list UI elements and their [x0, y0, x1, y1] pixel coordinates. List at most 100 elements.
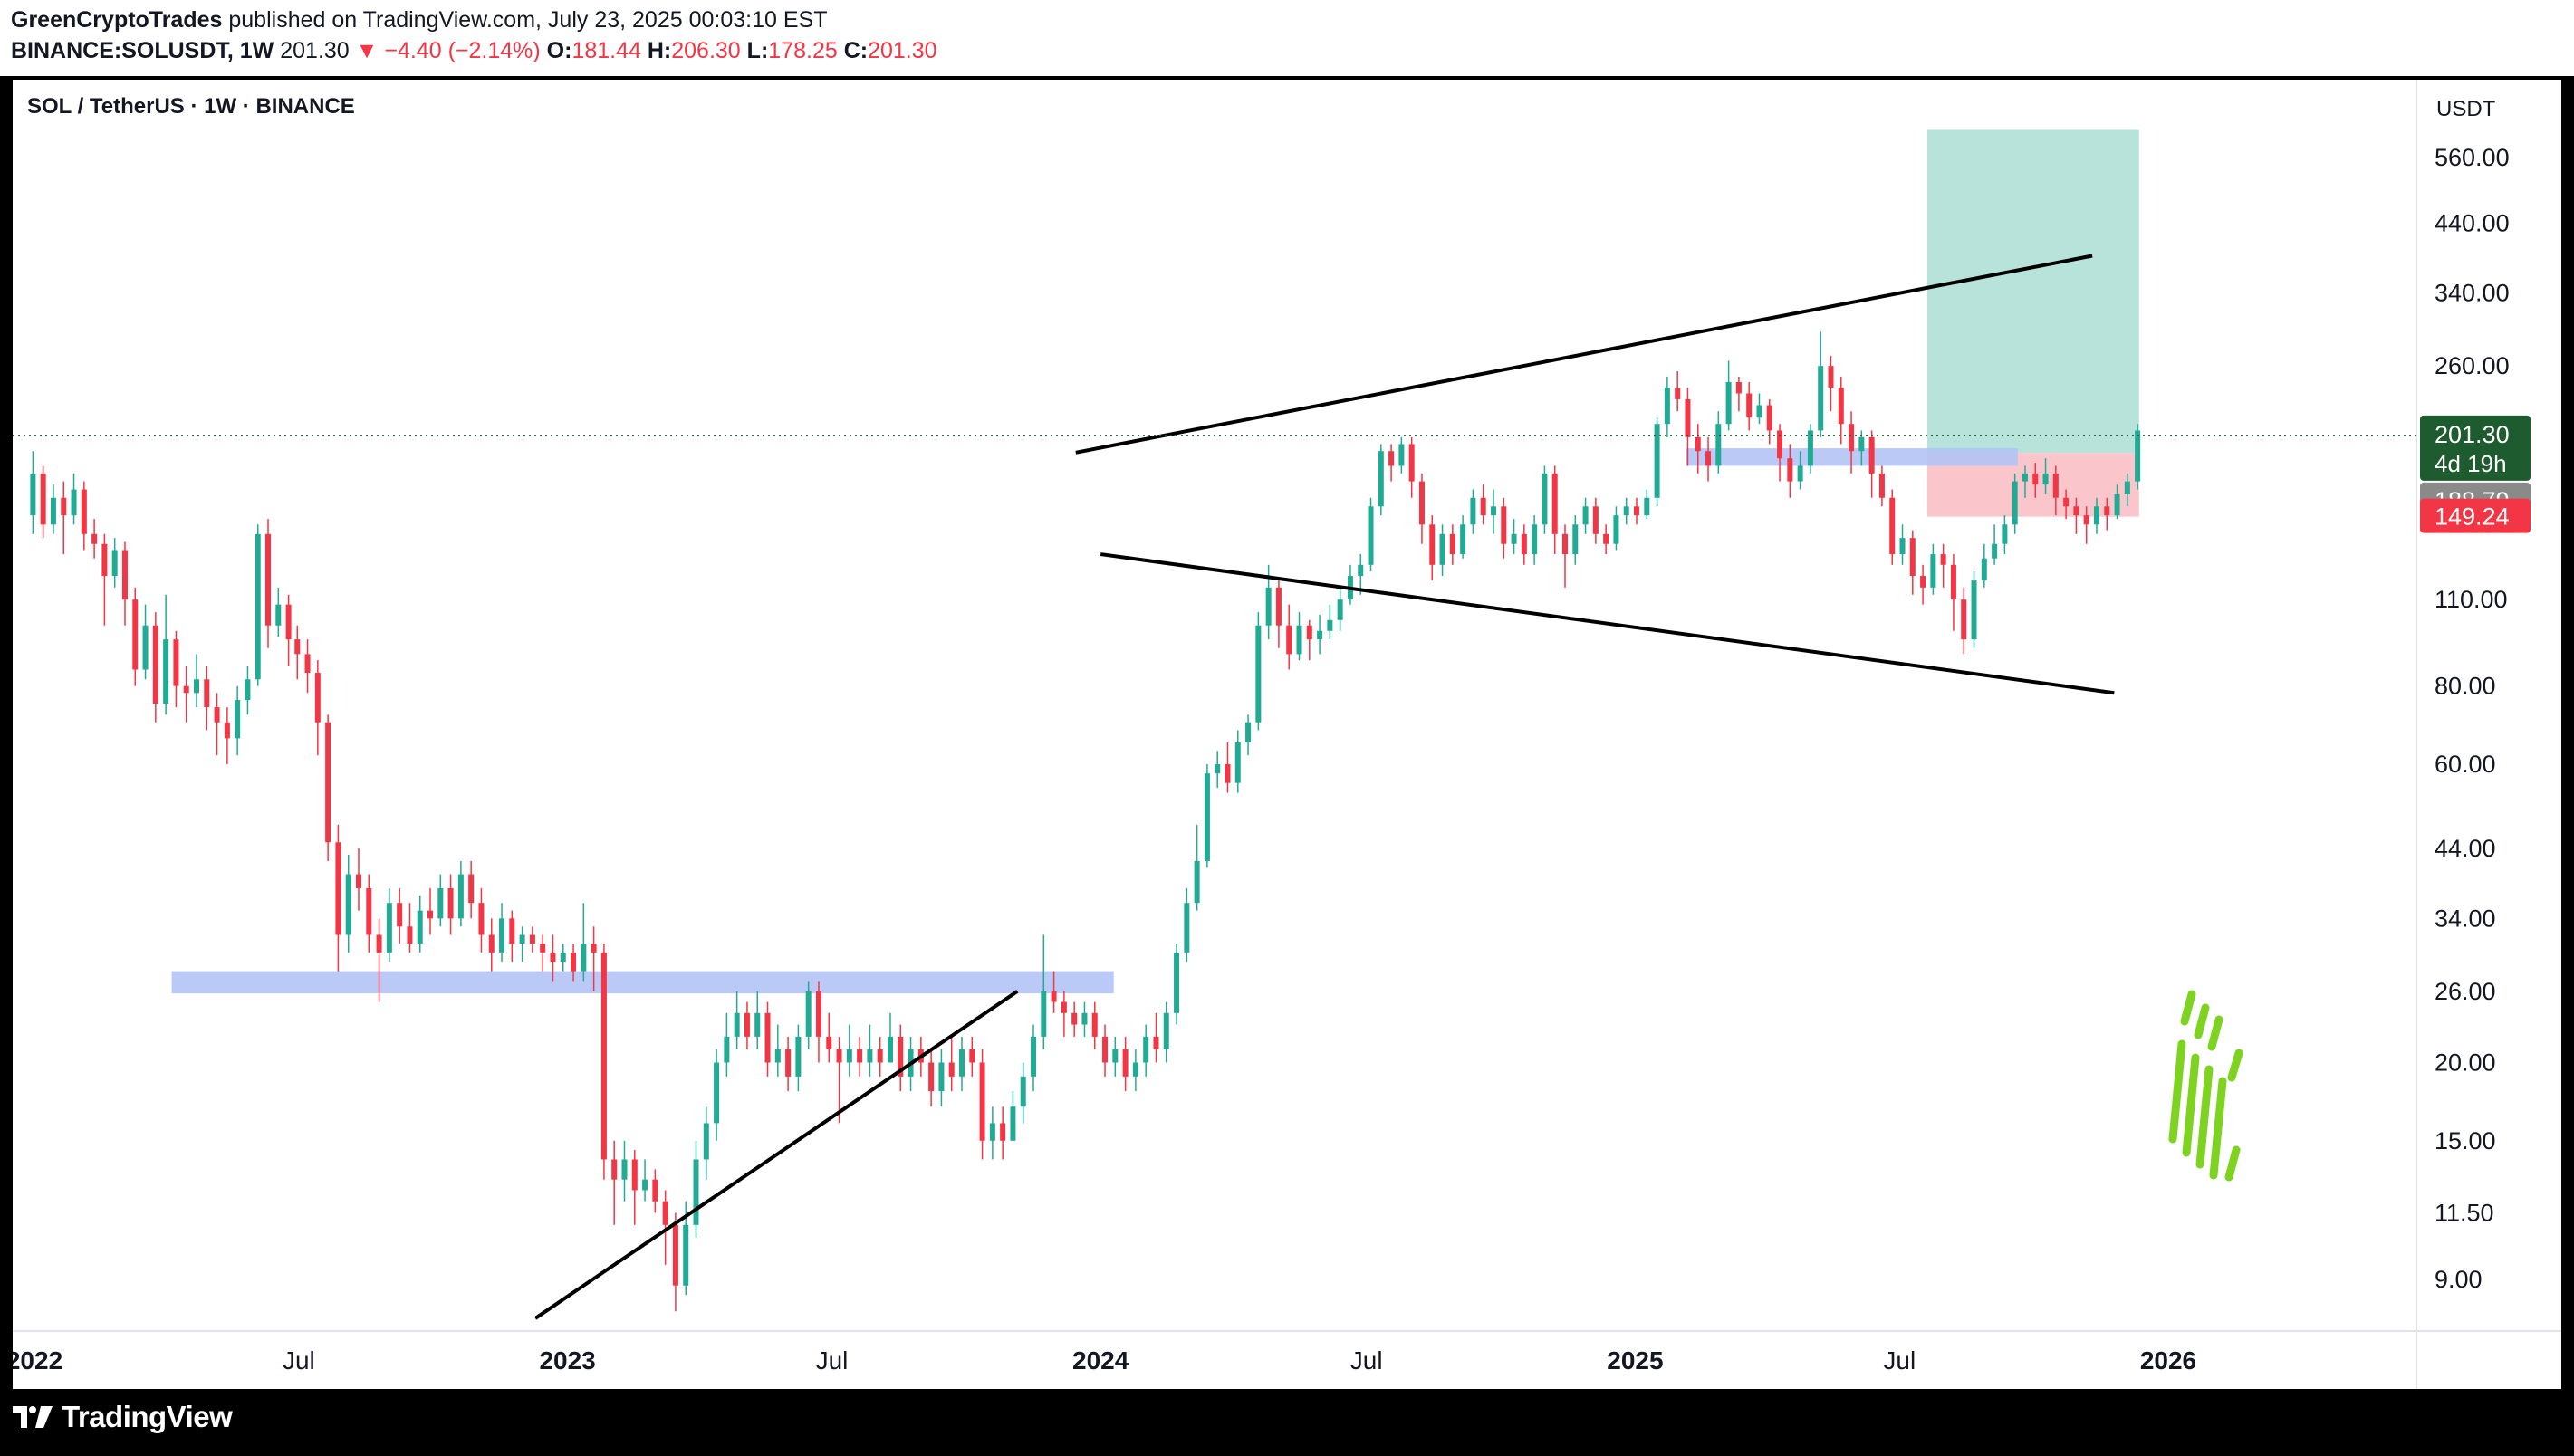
y-tick-label: 15.00 [2435, 1127, 2496, 1154]
candle-body [1194, 860, 1200, 904]
publish-info: GreenCryptoTrades published on TradingVi… [11, 7, 827, 34]
candle-body [1368, 506, 1374, 565]
candle-body [1511, 533, 1517, 544]
candle [2012, 473, 2018, 534]
signature-stroke [2168, 1039, 2186, 1144]
candle [1654, 417, 1660, 507]
candle-body [335, 842, 341, 935]
candle [2002, 515, 2008, 555]
candle [376, 918, 382, 1002]
candle [1664, 376, 1670, 437]
candle-body [1081, 1012, 1088, 1025]
candle [1337, 587, 1343, 631]
candle-body [173, 639, 179, 686]
candle-body [1889, 497, 1896, 555]
candle-body [1582, 506, 1589, 525]
candle-body [1551, 473, 1558, 534]
candle [40, 465, 46, 539]
candle-body [550, 952, 556, 963]
candle [2042, 458, 2049, 495]
candle [1787, 444, 1793, 498]
candle-body [427, 910, 434, 919]
candle [1102, 1024, 1109, 1077]
candle [214, 693, 220, 756]
candle-body [1143, 1036, 1149, 1063]
candle [550, 934, 556, 982]
candle-body [1532, 524, 1538, 555]
candle-body [111, 550, 118, 577]
candle-body [61, 497, 67, 516]
candle [30, 451, 36, 534]
candle-body [214, 707, 220, 723]
candle-body [1031, 1036, 1037, 1077]
candle-body [571, 952, 577, 972]
tradingview-logo[interactable]: TradingView [13, 1400, 233, 1434]
candle [958, 1036, 965, 1092]
candle-body [1020, 1076, 1026, 1107]
x-tick-label: Jul [1350, 1346, 1383, 1375]
candle-body [294, 639, 301, 655]
candle [335, 824, 341, 972]
candle-body [1756, 405, 1762, 418]
candle-body [1408, 444, 1415, 482]
x-tick-label: 2026 [2140, 1346, 2196, 1375]
candle-body [1132, 1062, 1138, 1077]
candle [2022, 465, 2028, 498]
candle-body [591, 944, 597, 953]
chart-legend-title: SOL / TetherUS · 1W · BINANCE [27, 94, 355, 119]
candle [1439, 524, 1445, 577]
trend-line [533, 990, 1019, 1320]
candle [468, 860, 475, 919]
candle-body [714, 1062, 720, 1124]
candle-body [560, 952, 566, 963]
candle-body [50, 497, 56, 525]
candle-body [1296, 625, 1302, 655]
candle [1725, 360, 1732, 431]
candle [1418, 473, 1425, 544]
candle [1561, 524, 1568, 588]
candle [2083, 506, 2089, 544]
y-tick-label: 9.00 [2435, 1266, 2483, 1293]
candle [836, 1036, 842, 1124]
candle-body [1378, 451, 1384, 507]
candle [1623, 497, 1629, 525]
candle-body [417, 910, 423, 944]
candle [1327, 604, 1333, 640]
candle [571, 944, 577, 982]
candle [631, 1149, 638, 1225]
candle [1286, 604, 1292, 670]
candle [1020, 1062, 1026, 1124]
candle [111, 538, 118, 588]
candle [989, 1106, 995, 1160]
candle [621, 1140, 628, 1202]
candle-body [2093, 506, 2099, 525]
candle [1981, 543, 1987, 588]
candle [1756, 393, 1762, 425]
candle-body [1858, 436, 1865, 452]
last-price: 201.30 [280, 38, 350, 63]
chart-frame[interactable]: USDT 560.00 440.00 340.00 260.00 110.00 80.00 6… [13, 80, 2561, 1389]
candle-body [703, 1123, 709, 1160]
candle [928, 1049, 935, 1107]
candle-body [355, 874, 361, 888]
candle-body [1051, 991, 1057, 1002]
candle [672, 1212, 678, 1312]
candle-body [1460, 524, 1466, 555]
author-signature-mark [2168, 990, 2243, 1182]
candle-body [774, 1049, 781, 1063]
candle [509, 910, 515, 963]
price-chart[interactable]: USDT 560.00 440.00 340.00 260.00 110.00 80.00 6… [13, 80, 2561, 1389]
candle [600, 944, 607, 1180]
candle [1551, 465, 1558, 555]
x-tick-label: 2025 [1607, 1346, 1663, 1375]
candle-body [1603, 533, 1609, 544]
candle [898, 1024, 904, 1092]
candle-body [857, 1049, 863, 1063]
candle [1153, 1012, 1159, 1063]
candle [2063, 489, 2070, 520]
candle-body [785, 1049, 792, 1077]
candle-body [969, 1049, 975, 1063]
publisher-name[interactable]: GreenCryptoTrades [11, 7, 223, 33]
candle-body [1542, 473, 1548, 525]
candle [2073, 497, 2079, 534]
